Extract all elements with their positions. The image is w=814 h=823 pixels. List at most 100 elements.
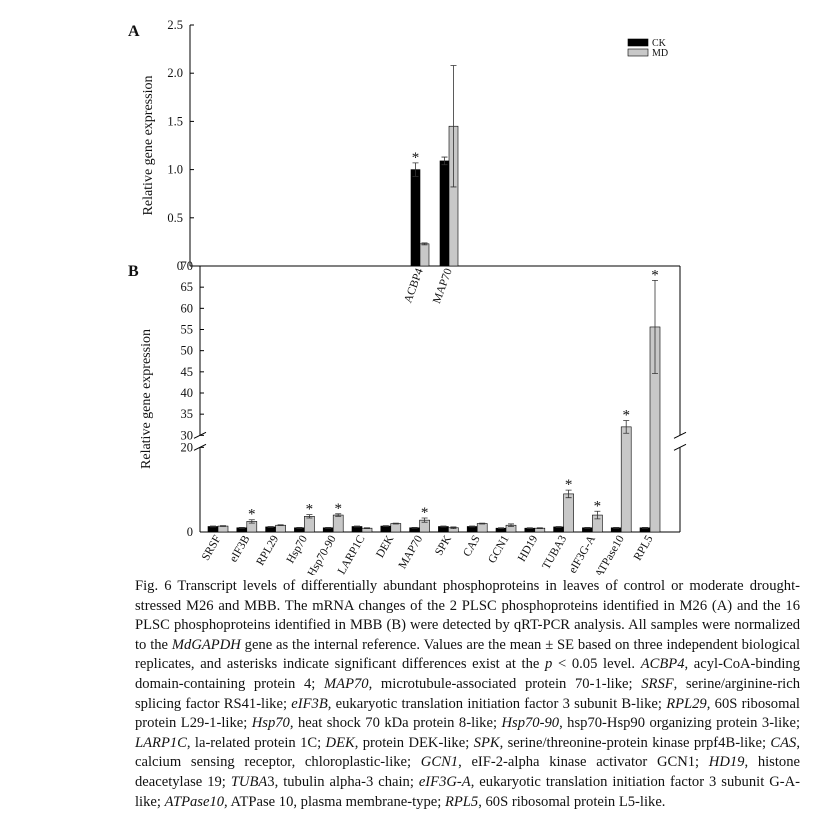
bar — [419, 243, 430, 267]
error-bar — [498, 527, 504, 530]
x-tick-label: Hsp70 — [285, 533, 311, 565]
caption-text: , calcium sensing receptor, chloroplasti… — [135, 734, 800, 771]
y-tick-label: 35 — [181, 407, 194, 421]
error-bar — [526, 527, 533, 530]
significance-mark: * — [565, 477, 573, 493]
y-tick-label: 40 — [181, 386, 194, 400]
y-tick-label: 45 — [181, 365, 194, 379]
significance-mark: * — [622, 408, 630, 424]
caption-text: SPK — [473, 734, 500, 751]
y-tick-label: 1.0 — [167, 163, 183, 177]
error-bar — [613, 526, 620, 529]
x-tick-label: LARP1C — [336, 533, 368, 575]
caption-text: , acyl-CoA-binding domain-containing pro… — [135, 656, 800, 692]
figure: A Relative gene expression 0 0.5 1.0 1.5 2.0 2.… — [128, 18, 687, 575]
caption-text: LARP1C — [135, 734, 187, 751]
significance-mark: * — [421, 505, 429, 521]
bar — [410, 169, 421, 267]
x-tick-label: GCN1 — [486, 533, 512, 565]
error-bar — [565, 489, 572, 499]
x-tick-label: ATPase10 — [593, 533, 627, 575]
caption-text: gene as the internal reference. Values a… — [135, 636, 800, 673]
x-tick-label: DEK — [374, 533, 397, 560]
legend-label: CK — [652, 38, 667, 49]
caption-text: , microtubule-associated protein 70-1-li… — [368, 675, 642, 692]
error-bar — [421, 242, 428, 246]
caption-text: Hsp70-90 — [501, 715, 560, 732]
bar — [438, 526, 449, 533]
x-tick-label: RPL5 — [632, 533, 656, 562]
caption-text: Fig. 6 Transcript levels of differential… — [135, 578, 800, 653]
caption-text: HD19 — [708, 754, 745, 771]
caption-text: , serine/arginine-rich splicing factor R… — [135, 675, 801, 712]
y-tick-label: 2.5 — [167, 18, 183, 32]
error-bar — [392, 522, 399, 525]
bar — [380, 525, 392, 533]
error-bar — [450, 65, 457, 188]
error-bar — [623, 420, 630, 434]
bar — [439, 160, 450, 267]
error-bar — [411, 526, 418, 529]
y-tick-label: 0.5 — [167, 211, 183, 225]
caption-text: , protein DEK-like; — [354, 734, 474, 751]
bar — [275, 524, 286, 533]
legend-label: MD — [652, 48, 668, 59]
caption-text: , 60S ribosomal protein L5-like. — [478, 793, 666, 810]
error-bar — [536, 527, 543, 530]
bar — [390, 523, 402, 533]
error-bar — [220, 525, 226, 527]
caption-text: , heat shock 70 kDa protein 8-like; — [289, 715, 502, 732]
axis-break — [673, 431, 687, 439]
caption-text: GCN1 — [420, 754, 459, 771]
error-bar — [508, 523, 514, 527]
caption-text: , eukaryotic translation initiation fact… — [135, 773, 801, 810]
x-tick-label: SPK — [433, 533, 454, 558]
caption-text: 3, tubulin alpha-3 chain; — [267, 773, 419, 790]
bar — [304, 516, 315, 533]
y-tick-label: 65 — [181, 280, 194, 294]
error-bar — [248, 519, 255, 524]
y-tick-label: 50 — [181, 344, 194, 358]
y-tick-label: 0 — [187, 525, 193, 539]
caption-text: ATPase10 — [164, 793, 225, 810]
caption-text: , histone deacetylase 19; — [135, 754, 800, 790]
caption-text: , la-related protein 1C; — [186, 734, 326, 751]
caption-text: SRSF — [641, 675, 674, 692]
caption-text: , eukaryotic translation initiation fact… — [327, 695, 667, 712]
x-tick-label: eIF3B — [228, 533, 253, 564]
legend-swatch — [627, 38, 649, 47]
bar — [563, 493, 574, 533]
x-tick-label: ACBP4 — [402, 267, 426, 305]
x-tick-label: CAS — [461, 534, 483, 559]
x-tick-label: TUBA3 — [540, 533, 569, 571]
caption-text: CAS — [770, 734, 797, 751]
y-axis-label: Relative gene expression — [139, 329, 154, 469]
caption-text: MdGAPDH — [171, 636, 241, 653]
error-bar — [335, 513, 342, 517]
error-bar — [469, 525, 476, 528]
x-tick-label: eIF3G-A — [567, 533, 598, 575]
caption-text: p — [545, 656, 553, 673]
y-tick-label: 30 — [181, 428, 194, 442]
error-bar — [412, 162, 419, 177]
error-bar — [306, 514, 313, 519]
bar — [351, 526, 363, 533]
error-bar — [421, 517, 428, 523]
bar — [476, 523, 488, 533]
error-bar — [277, 524, 284, 527]
caption-text: , hsp70-Hsp90 organizing protein 3-like; — [559, 715, 800, 732]
y-tick-label: 20 — [181, 440, 194, 454]
caption-text: , serine/threonine-protein kinase prpf4B… — [499, 734, 771, 751]
y-tick-label: 1.5 — [167, 114, 183, 128]
significance-mark: * — [594, 498, 602, 514]
error-bar — [364, 527, 370, 530]
axis-break — [673, 443, 687, 451]
x-tick-label: MAP70 — [431, 267, 455, 306]
bar — [466, 526, 478, 533]
error-bar — [238, 526, 245, 529]
error-bar — [296, 526, 303, 529]
error-bar — [594, 510, 601, 520]
error-bar — [267, 526, 274, 528]
x-tick-label: MAP70 — [397, 533, 426, 571]
error-bar — [354, 525, 360, 528]
